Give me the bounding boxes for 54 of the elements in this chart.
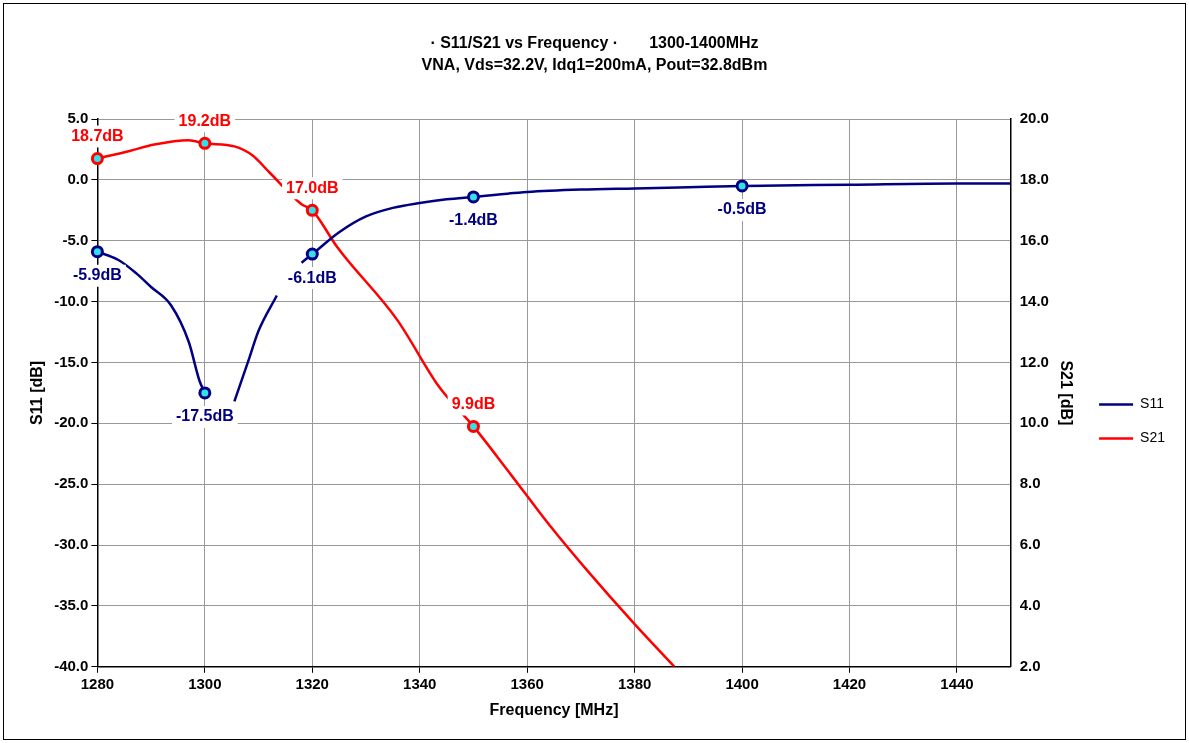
y-tick-label: 5.0 bbox=[67, 109, 89, 127]
y2-tick-label: 14.0 bbox=[1019, 291, 1049, 309]
chart-subtitle: VNA, Vds=32.2V, Idq1=200mA, Pout=32.8dBm bbox=[420, 55, 769, 75]
y-tick-label: -40.0 bbox=[54, 656, 89, 674]
y2-tick-label: 6.0 bbox=[1019, 535, 1041, 553]
data-label: -5.9dB bbox=[72, 266, 122, 284]
x-tick-label: 1380 bbox=[617, 674, 652, 692]
x-tick-label: 1360 bbox=[510, 674, 544, 692]
data-label: -6.1dB bbox=[287, 268, 337, 286]
y2-tick-label: 12.0 bbox=[1019, 352, 1049, 370]
data-label: -17.5dB bbox=[175, 407, 234, 425]
x-tick-label: 1440 bbox=[940, 674, 974, 692]
x-tick-label: 1340 bbox=[403, 674, 437, 692]
y2-tick-label: 18.0 bbox=[1019, 170, 1049, 188]
x-axis-title: Frequency [MHz] bbox=[489, 700, 619, 718]
y2-tick-label: 2.0 bbox=[1019, 656, 1041, 674]
point bbox=[90, 245, 104, 259]
y-tick-label: 0.0 bbox=[67, 170, 89, 188]
data-label: 19.2dB bbox=[178, 111, 232, 129]
y2-tick-label: 16.0 bbox=[1019, 230, 1049, 248]
point bbox=[466, 419, 480, 433]
y2-tick-label: 8.0 bbox=[1019, 474, 1041, 492]
data-label: 17.0dB bbox=[286, 178, 339, 196]
legend-label: S11 bbox=[1140, 395, 1165, 412]
y-tick-label: -20.0 bbox=[54, 413, 89, 431]
point bbox=[90, 152, 104, 166]
y-tick-label: -15.0 bbox=[54, 352, 89, 370]
point bbox=[198, 136, 212, 150]
point bbox=[735, 179, 749, 193]
point bbox=[466, 190, 480, 204]
x-tick-label: 1320 bbox=[295, 674, 329, 692]
x-tick-label: 1420 bbox=[832, 674, 867, 692]
x-tick-label: 1300 bbox=[188, 674, 222, 692]
y2-tick-label: 20.0 bbox=[1019, 109, 1049, 127]
data-label: 18.7dB bbox=[71, 126, 124, 144]
y2-tick-label: 10.0 bbox=[1019, 413, 1049, 431]
point bbox=[198, 386, 212, 400]
y-tick-label: -25.0 bbox=[54, 474, 89, 492]
data-label: -1.4dB bbox=[449, 211, 498, 229]
y-axis-title: S11 [dB] bbox=[28, 360, 46, 425]
point bbox=[305, 247, 319, 261]
y-tick-label: -35.0 bbox=[54, 596, 89, 614]
data-label: 9.9dB bbox=[451, 394, 496, 412]
y-tick-label: -5.0 bbox=[62, 230, 89, 248]
chart-title: · S11/S21 vs Frequency · 1300-1400MHz bbox=[429, 33, 760, 53]
legend-label: S21 bbox=[1140, 429, 1166, 446]
point bbox=[305, 203, 319, 217]
x-tick-label: 1280 bbox=[80, 674, 115, 692]
y-tick-label: -30.0 bbox=[54, 535, 89, 553]
y2-tick-label: 4.0 bbox=[1019, 596, 1041, 614]
y-tick-label: -10.0 bbox=[54, 291, 89, 309]
data-label: -0.5dB bbox=[717, 200, 767, 218]
y2-axis-title: S21 [dB] bbox=[1058, 360, 1076, 426]
x-tick-label: 1400 bbox=[725, 674, 759, 692]
